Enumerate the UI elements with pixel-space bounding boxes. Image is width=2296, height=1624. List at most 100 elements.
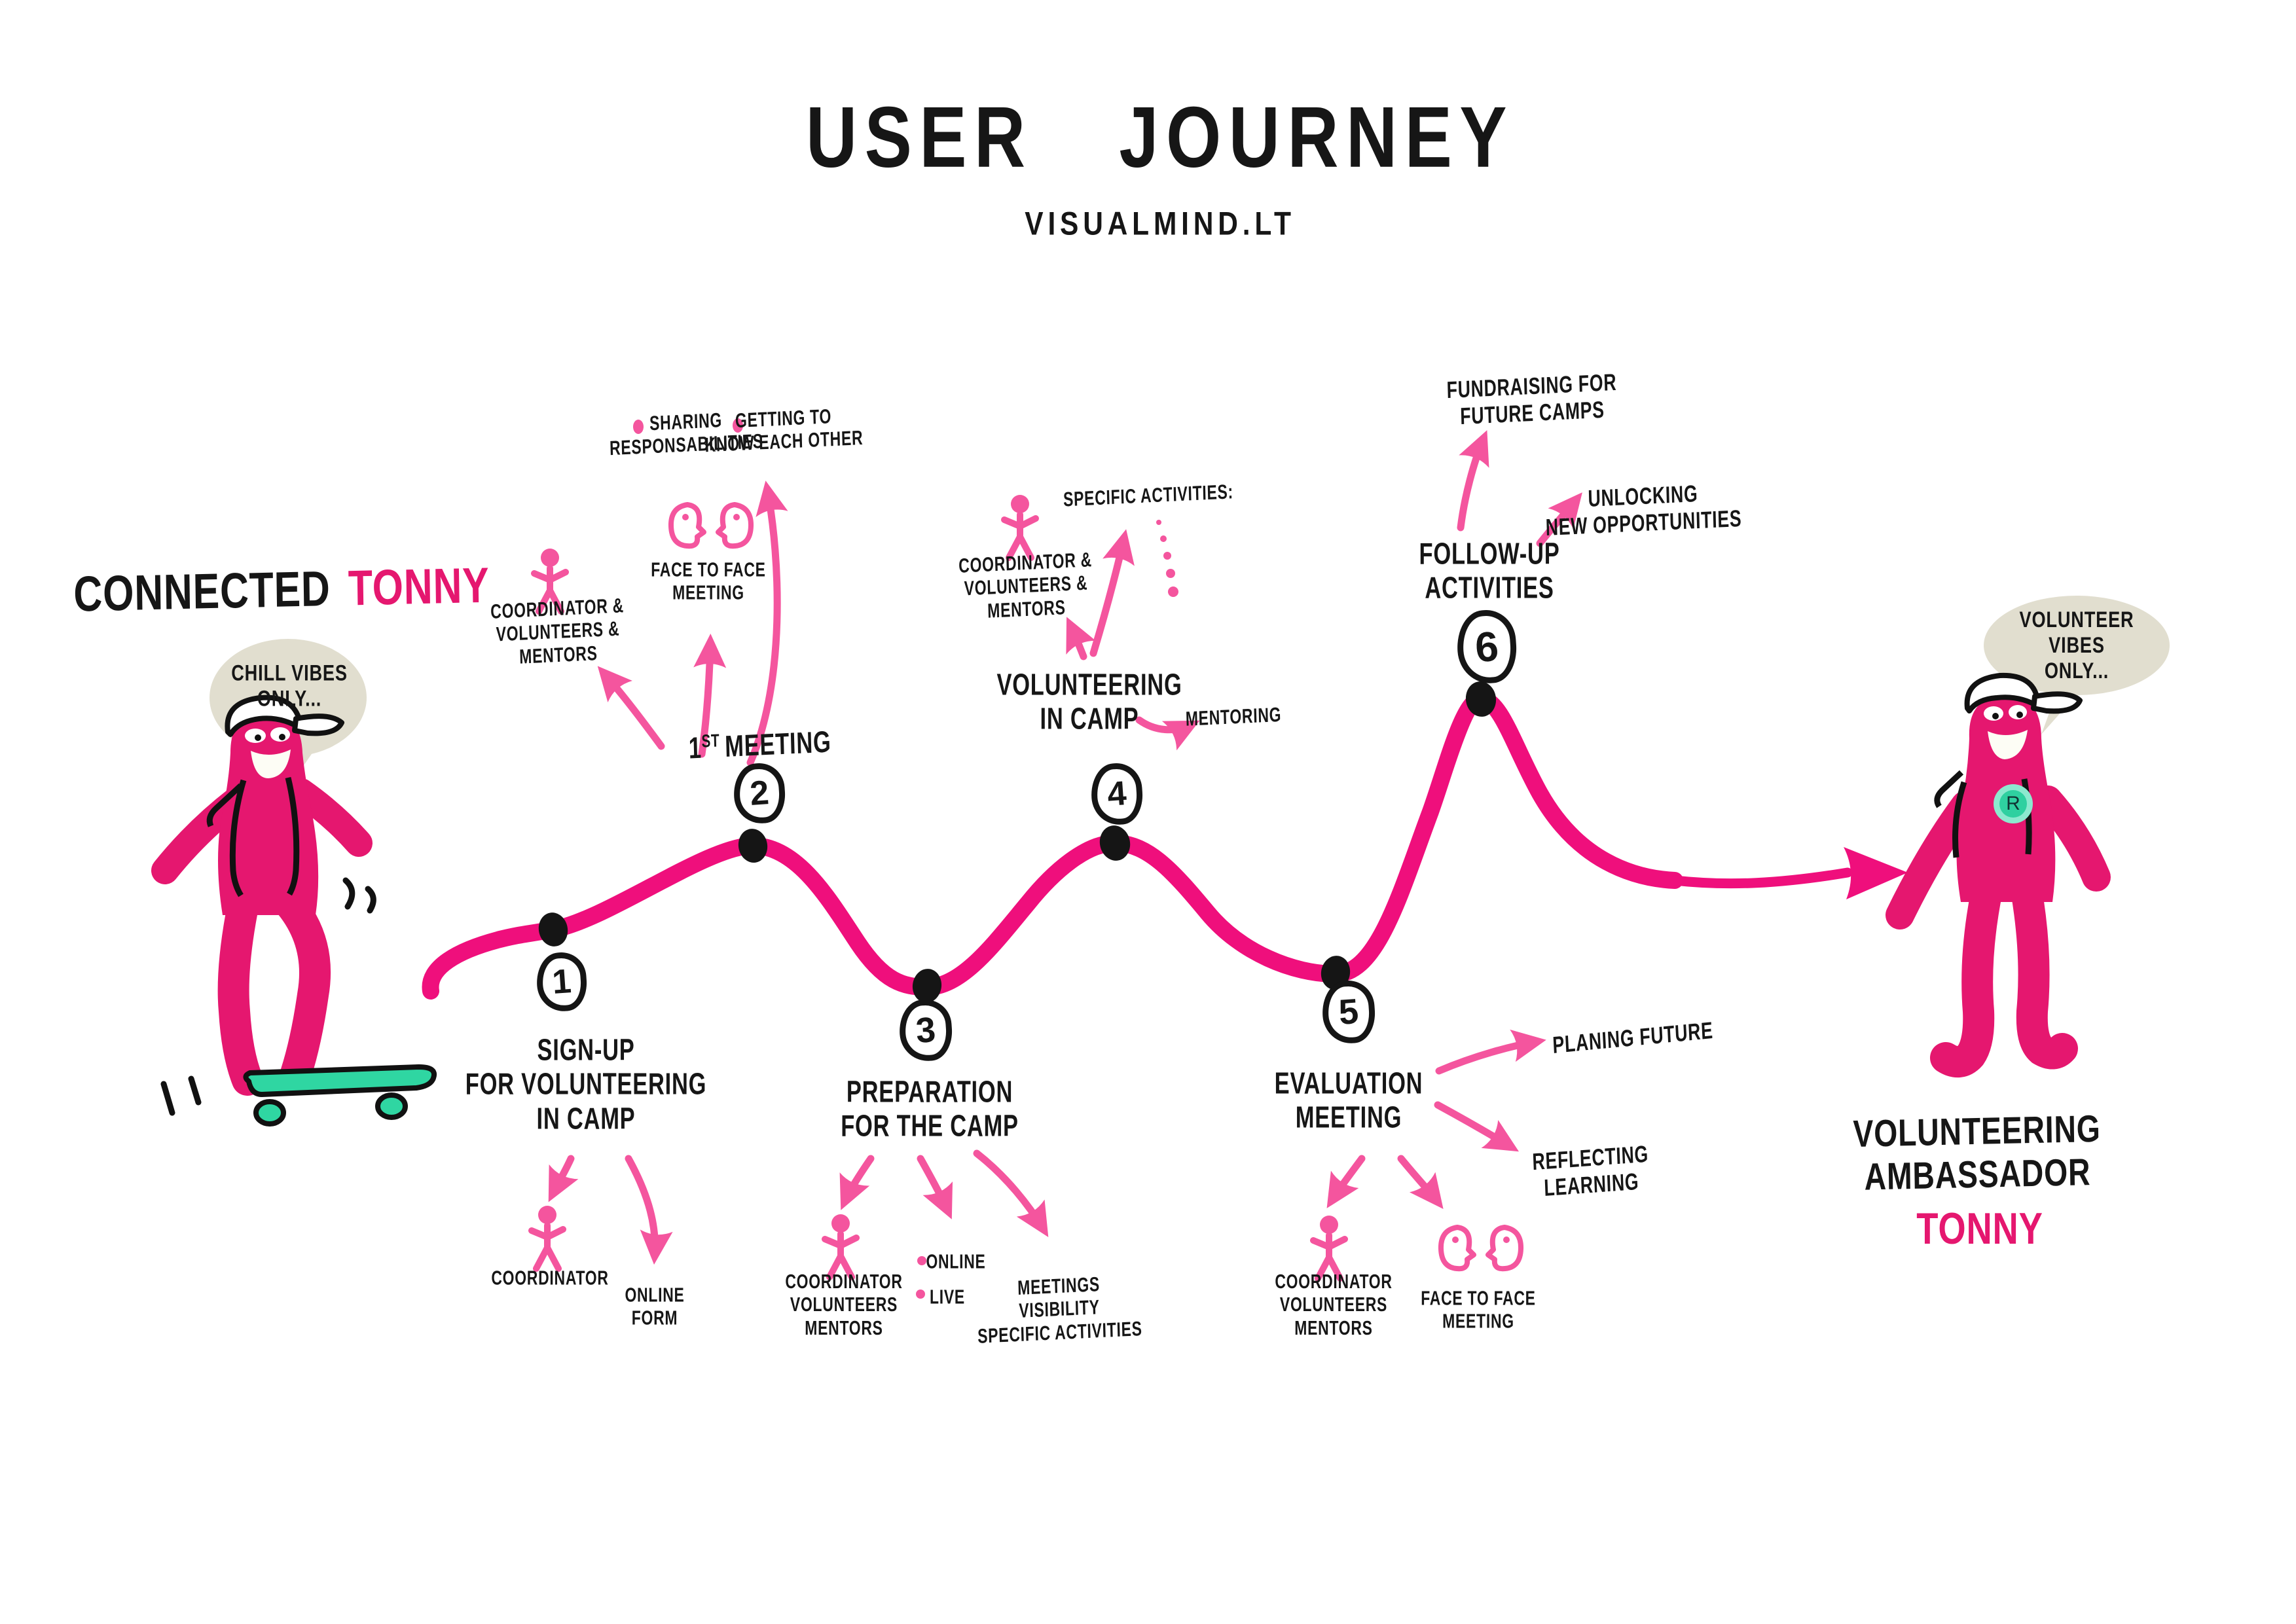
person-icon-stop1: [532, 1206, 563, 1269]
face-to-face-icon-stop5: [1441, 1227, 1521, 1269]
ann-stop2-face: FACE TO FACE MEETING: [651, 558, 766, 604]
ann-stop3-meetings: MEETINGS VISIBILITY SPECIFIC ACTIVITIES: [977, 1272, 1143, 1348]
stop-dot-6: [1465, 681, 1497, 717]
ambassador-character: [1886, 596, 2170, 1077]
dotted-trail-icon: [1156, 520, 1178, 597]
first-meeting-rest: MEETING: [724, 724, 832, 764]
person-icon-stop5: [1313, 1216, 1345, 1278]
page-subtitle: VISUALMIND.LT: [1025, 205, 1296, 242]
stop-label-volunteering: VOLUNTEERING IN CAMP: [996, 667, 1182, 736]
ann-stop4-mentoring: MENTORING: [1185, 702, 1282, 731]
skater-left-leg: [217, 888, 263, 1096]
ambassador-right-leg: [2011, 875, 2078, 1070]
stop-label-first-meeting: 1ST MEETING: [687, 691, 831, 766]
stop-number-4: 4: [1106, 774, 1128, 814]
stop-dot-4: [1099, 825, 1131, 861]
stop-dot-2: [738, 829, 768, 863]
right-speech-text: VOLUNTEER VIBES ONLY...: [2019, 607, 2134, 683]
arrow-eval-team: [1326, 1155, 1366, 1208]
skater-character: [151, 639, 437, 1127]
ann-stop5-reflecting: REFLECTING LEARNING: [1531, 1140, 1649, 1202]
right-character-heading: VOLUNTEERING AMBASSADOR: [1852, 1107, 2102, 1199]
speech-bubble-right: [1984, 596, 2170, 695]
stop-number-2: 2: [748, 774, 771, 813]
left-heading-black: CONNECTED: [73, 561, 331, 623]
bullet-icon-live: [916, 1290, 925, 1299]
skater-pupil-left: [255, 734, 261, 741]
ann-stop3-team: COORDINATOR VOLUNTEERS MENTORS: [785, 1270, 903, 1339]
left-speech-text: CHILL VIBES ONLY...: [231, 660, 348, 711]
skater-pupil-right: [279, 734, 285, 740]
stop-label-preparation: PREPARATION FOR THE CAMP: [841, 1074, 1019, 1143]
ambassador-left-leg: [1930, 875, 2003, 1077]
stop-dot-3: [912, 969, 942, 1003]
stop-label-signup: SIGN-UP FOR VOLUNTEERING IN CAMP: [465, 1032, 707, 1136]
arrow-signup-online-form: [625, 1155, 673, 1265]
stop-label-evaluation: EVALUATION MEETING: [1274, 1066, 1423, 1134]
ann-stop1-online-form: ONLINE FORM: [625, 1283, 685, 1329]
ann-stop4-team: COORDINATOR & VOLUNTEERS & MENTORS: [958, 548, 1093, 623]
stop-number-5: 5: [1337, 992, 1360, 1032]
badge-icon-inner: [1999, 790, 2027, 818]
skateboard-wheel-left: [253, 1099, 286, 1127]
skater-right-leg: [274, 888, 331, 1089]
ambassador-right-arm: [2033, 785, 2111, 892]
arrow-eval-planning: [1435, 1029, 1546, 1075]
page-title: USER JOURNEY: [805, 88, 1515, 185]
journey-curve-tail: [1669, 867, 1853, 889]
backpack-straps-icon-right: [1934, 770, 2032, 858]
bullet-icon-getting: [733, 418, 743, 433]
skateboard-icon: [243, 1064, 437, 1097]
arrow-eval-reflecting: [1434, 1101, 1520, 1152]
arrow-meeting-team: [597, 666, 665, 750]
ann-stop2-getting: GETTING TO KNOW EACH OTHER: [704, 405, 864, 457]
ambassador-smile: [1988, 730, 2028, 759]
stop-number-6: 6: [1473, 622, 1501, 672]
left-character-heading: CONNECTED TONNY: [73, 558, 490, 623]
badge-letter: R: [2006, 793, 2020, 814]
arrow-camp-team: [1066, 617, 1096, 660]
cap-bill-right: [2031, 691, 2083, 714]
ambassador-pupil-right: [2016, 712, 2023, 718]
journey-curve: [422, 690, 1683, 1000]
arrow-camp-mentoring: [1135, 716, 1200, 751]
arrow-prep-online-live: [917, 1155, 953, 1219]
skater-smile: [251, 749, 291, 778]
ann-stop3-live: LIVE: [930, 1285, 965, 1308]
motion-marks-icon: [160, 877, 376, 1116]
arrow-prep-meetings: [973, 1149, 1049, 1237]
stop-number-1: 1: [551, 962, 573, 1001]
stop-label-followup: FOLLOW-UP ACTIVITIES: [1419, 536, 1560, 605]
backpack-straps-icon-left: [206, 776, 300, 897]
first-meeting-prefix: 1: [688, 731, 702, 766]
ann-stop1-coordinator: COORDINATOR: [491, 1266, 609, 1290]
left-heading-pink: TONNY: [348, 557, 490, 617]
arrow-prep-team: [839, 1155, 875, 1210]
ann-stop5-team: COORDINATOR VOLUNTEERS MENTORS: [1275, 1270, 1393, 1339]
ann-stop6-fundraising: FUNDRAISING FOR FUTURE CAMPS: [1446, 368, 1617, 430]
face-to-face-icon-stop2: [671, 505, 751, 546]
skateboard-wheel-right: [375, 1092, 408, 1120]
first-meeting-sup: ST: [701, 730, 720, 751]
person-icon-stop4: [1004, 495, 1036, 558]
stop-number-3: 3: [914, 1010, 938, 1051]
journey-arrowhead-icon: [1844, 847, 1908, 899]
ambassador-pupil-left: [1992, 713, 1999, 719]
arrow-eval-face: [1397, 1155, 1444, 1210]
arrow-meeting-getting: [746, 480, 788, 767]
arrow-followup-fundraising: [1457, 430, 1489, 532]
bullet-icon-sharing: [633, 420, 644, 434]
person-icon-stop3: [825, 1214, 856, 1277]
annotation-arrows: [548, 430, 1582, 1265]
right-character-name: TONNY: [1916, 1204, 2043, 1254]
bullet-icon-online: [917, 1256, 926, 1265]
skater-body: [218, 711, 319, 915]
arrow-followup-unlocking: [1536, 492, 1582, 547]
ann-stop2-team: COORDINATOR & VOLUNTEERS & MENTORS: [490, 594, 625, 668]
arrow-meeting-face: [693, 634, 727, 758]
ann-stop6-unlocking: UNLOCKING NEW OPPORTUNITIES: [1545, 480, 1742, 541]
arrow-camp-specific: [1089, 529, 1135, 657]
arrow-signup-coordinator: [548, 1155, 579, 1202]
ann-stop5-face: FACE TO FACE MEETING: [1421, 1286, 1536, 1333]
